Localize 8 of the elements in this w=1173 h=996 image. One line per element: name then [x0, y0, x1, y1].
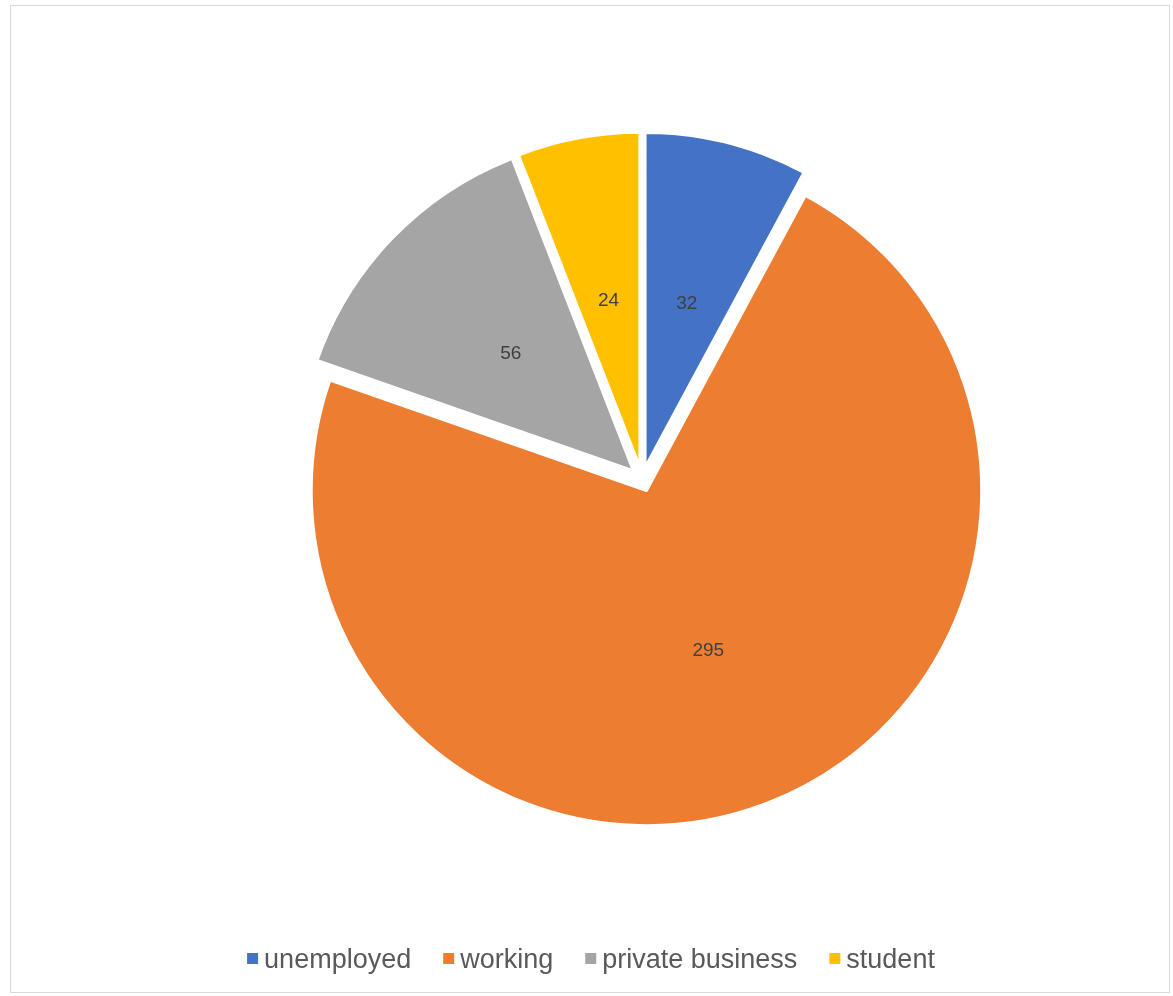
- legend-label: private business: [602, 943, 798, 974]
- legend-label: unemployed: [264, 943, 412, 974]
- legend-label: student: [846, 943, 936, 974]
- data-label: 32: [676, 291, 698, 313]
- data-label: 56: [500, 341, 522, 363]
- data-label: 24: [597, 289, 620, 311]
- legend-label: working: [459, 943, 554, 974]
- data-label: 295: [692, 639, 725, 661]
